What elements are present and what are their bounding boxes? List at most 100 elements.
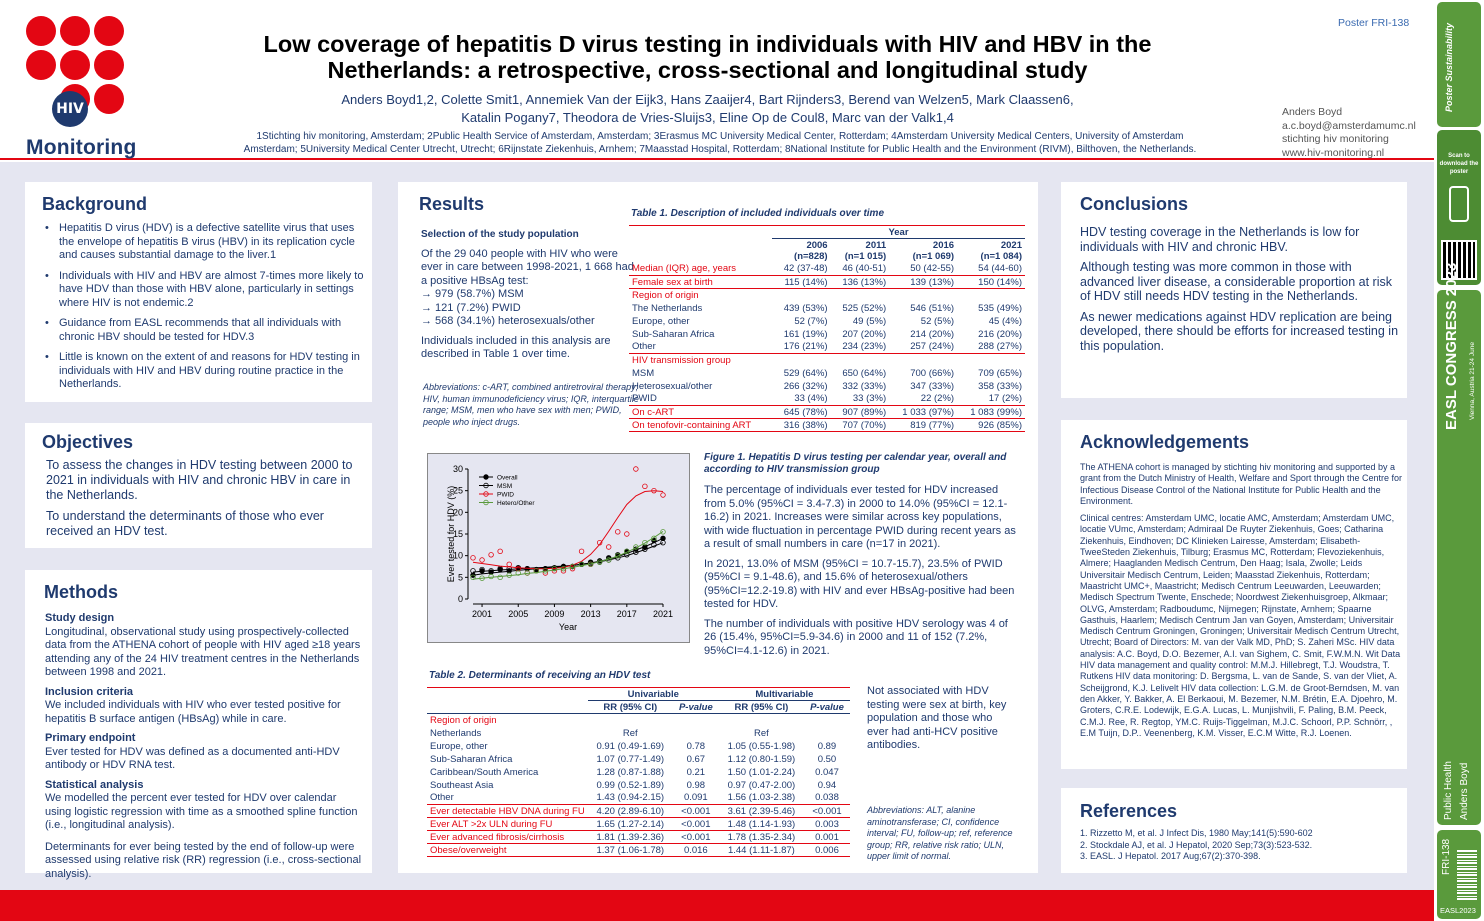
contact-email[interactable]: a.c.boyd@amsterdamumc.nl: [1282, 119, 1416, 132]
table1-cell: 234 (23%): [830, 340, 890, 354]
topic-label: Public Health: [1443, 761, 1454, 820]
method-section-text: We modelled the percent ever tested for …: [45, 792, 358, 831]
background-bullets: Hepatitis D virus (HDV) is a defective s…: [43, 222, 365, 399]
table1-cell: 907 (89%): [830, 405, 890, 419]
data-point: [615, 552, 621, 559]
data-point: [479, 575, 485, 581]
data-point: [633, 549, 639, 555]
data-point: [606, 544, 612, 550]
data-point: [624, 548, 630, 555]
legend-marker: [483, 474, 489, 480]
table2-cell: <0.001: [672, 830, 719, 844]
selection-item: → 568 (34.1%) heterosexuals/other: [421, 315, 595, 327]
x-tick-label: 2017: [617, 609, 637, 619]
table2-cell: 0.67: [686, 753, 706, 765]
table1-col-header: 2011 (n=1 015): [831, 239, 890, 263]
congress-title: EASL CONGRESS 2023: [1443, 262, 1460, 430]
data-point: [551, 565, 558, 572]
table1-cell: 525 (52%): [842, 302, 887, 314]
conclusions-text: HDV testing coverage in the Netherlands …: [1080, 225, 1400, 353]
table2-cell: 1.56 (1.03-2.38): [718, 791, 804, 805]
bullet-item: Guidance from EASL recommends that all i…: [43, 317, 365, 344]
table1-cell: 257 (24%): [889, 340, 958, 354]
phone-icon: [1449, 186, 1469, 222]
footer-bar: [0, 890, 1434, 921]
congress-sidebar: Poster Sustainability Scan to download t…: [1434, 0, 1484, 921]
data-point: [488, 573, 494, 580]
table2-cell: [673, 714, 719, 727]
references-panel: References 1. Rizzetto M, et al. J Infec…: [1061, 788, 1407, 873]
table1-col-header: 2016 (n=1 069): [889, 239, 957, 263]
reference-item: 3. EASL. J Hepatol. 2017 Aug;67(2):370-3…: [1080, 851, 1261, 861]
table1-row: Sub-Saharan Africa 161 (19%) 207 (20%) 214 …: [629, 328, 1025, 341]
data-point: [542, 568, 549, 574]
data-point: [551, 568, 558, 574]
table2-p-header: P-value: [803, 700, 850, 714]
table2-cell: 0.94: [817, 779, 837, 791]
conclusions-panel: Conclusions HDV testing coverage in the …: [1061, 182, 1407, 398]
table2-cell: 0.21: [686, 766, 706, 778]
method-section-title: Statistical analysis: [45, 778, 144, 791]
reference-item: 2. Stockdale AJ, et al. J Hepatol, 2020 …: [1080, 839, 1313, 850]
qr-code[interactable]: [1441, 240, 1477, 280]
selection-text: Of the 29 040 people with HIV who were e…: [421, 247, 634, 287]
table2-row: Southeast Asia 0.99 (0.52-1.89) 0.98 0.97 (…: [427, 779, 850, 792]
table1-cell: 709 (65%): [978, 367, 1022, 379]
table1-row: PWID 33 (4%) 33 (3%) 22 (2%) 17 (2%): [629, 392, 1025, 406]
data-point: [633, 466, 639, 472]
figure1-caption: Figure 1. Hepatitis D virus testing per …: [704, 452, 1007, 475]
table2-caption: Table 2. Determinants of receiving an HD…: [429, 670, 651, 681]
table1-cell: 358 (33%): [978, 380, 1022, 392]
data-point: [642, 539, 648, 546]
figure1-frame: 0 5 10 15 20 25 30 2001 2005 2009 2013 2017 2021 Year…: [427, 453, 690, 643]
objectives-heading: Objectives: [42, 432, 134, 452]
table2-cell: 0.003: [803, 817, 850, 831]
legend-marker: [483, 499, 489, 506]
table2-row-label: Caribbean/South America: [430, 766, 539, 778]
table2-note: Not associated with HDV testing were sex…: [867, 685, 1007, 751]
table1-row-label: Region of origin: [632, 289, 699, 301]
table2-header-row: RR (95% CI) P-value RR (95% CI) P-value: [427, 700, 850, 714]
data-point: [488, 568, 494, 574]
table1-row-label: MSM: [632, 367, 655, 379]
table2-cell: 1.12 (0.80-1.59): [727, 753, 796, 765]
table2-cell: 0.89: [817, 740, 837, 752]
table1-row-label: On c-ART: [629, 405, 772, 419]
table1-cell: 52 (7%): [794, 315, 828, 327]
background-panel: Background Hepatitis D virus (HDV) is a …: [25, 182, 372, 402]
table1-row: Female sex at birth 115 (14%) 136 (13%) 139…: [629, 275, 1025, 289]
method-section-text: Longitudinal, observational study using …: [45, 625, 361, 679]
table2-cell: [804, 714, 850, 727]
table1-col-header: 2006 (n=828): [772, 239, 831, 263]
table2-rr-header: RR (95% CI): [587, 700, 673, 714]
hiv-monitoring-logo: HIV Monitoring: [24, 16, 136, 159]
y-tick-label: 0: [458, 594, 463, 604]
table2-cell: 1.28 (0.87-1.88): [596, 766, 665, 778]
table1-row: Region of origin: [629, 289, 1025, 302]
table1-cell: 546 (51%): [910, 302, 955, 314]
scan-text: Scan to download the poster: [1439, 153, 1479, 175]
table2-cell: [719, 714, 804, 727]
table2-cell: 0.99 (0.52-1.89): [596, 779, 665, 791]
data-point: [506, 572, 512, 578]
contact-website[interactable]: www.hiv-monitoring.nl: [1282, 146, 1385, 159]
data-point: [660, 492, 666, 498]
table1-cell: 347 (33%): [910, 380, 955, 392]
authors-line-1: Anders Boyd1,2, Colette Smit1, Annemiek …: [341, 92, 1074, 107]
col-year: 2021: [1000, 239, 1022, 251]
figure1-text: Figure 1. Hepatitis D virus testing per …: [704, 452, 1016, 658]
logo-hiv-text: HIV: [52, 91, 88, 127]
method-section-text: We included individuals with HIV who eve…: [45, 699, 341, 725]
table2-row-label: Region of origin: [430, 714, 497, 726]
table2-abbreviations: Abbreviations: ALT, alanine aminotransfe…: [867, 805, 1013, 861]
table2-row-label: Other: [427, 791, 588, 805]
table1-cell: 115 (14%): [772, 275, 831, 289]
table2-cell: <0.001: [803, 804, 850, 818]
table1-cell: 707 (70%): [830, 418, 890, 432]
table2-cell: 0.091: [672, 791, 719, 805]
sidebar-author: Anders Boyd: [1459, 762, 1470, 820]
acknowledgements-heading: Acknowledgements: [1080, 432, 1250, 452]
table2-row: Region of origin: [427, 714, 850, 727]
table1-cell: 819 (77%): [889, 418, 958, 432]
objective-para: To understand the determinants of those …: [46, 509, 324, 538]
